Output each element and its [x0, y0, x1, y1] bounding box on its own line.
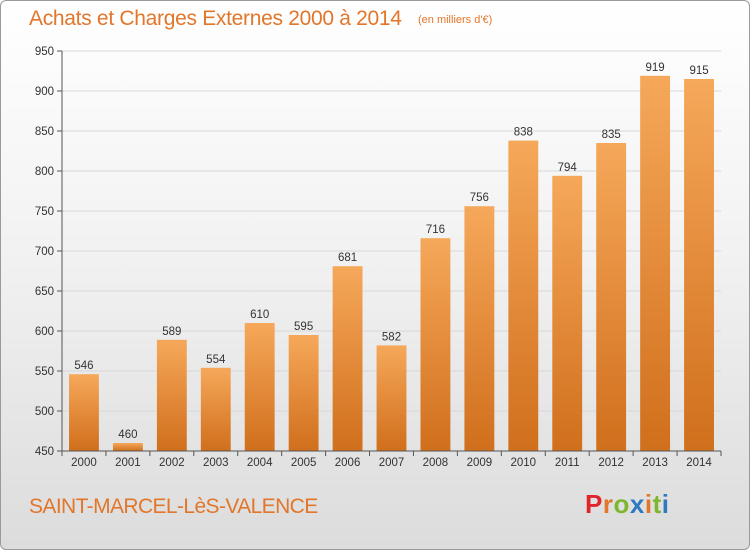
x-tick-label-2003: 2003 [203, 457, 229, 469]
bar-2006 [332, 266, 363, 451]
data-label-2012: 835 [602, 129, 621, 141]
x-tick-label-2013: 2013 [642, 457, 668, 469]
data-label-2011: 794 [558, 162, 578, 174]
data-label-2007: 582 [382, 331, 401, 343]
bar-2011 [552, 175, 583, 452]
x-tick-label-2000: 2000 [71, 457, 97, 469]
logo-letter: i [644, 489, 653, 519]
x-tick-label-2010: 2010 [511, 457, 537, 469]
logo-letter: o [613, 489, 630, 519]
chart-unit-label: (en milliers d'€) [418, 14, 493, 26]
bar-2002 [156, 339, 187, 451]
data-label-2013: 919 [646, 62, 665, 74]
data-label-2002: 589 [162, 326, 181, 338]
data-label-2008: 716 [426, 224, 445, 236]
bar-2009 [464, 206, 495, 451]
y-tick-label: 950 [35, 46, 54, 58]
bar-2000 [69, 374, 99, 451]
y-tick-label: 700 [35, 246, 54, 258]
x-tick-label-2011: 2011 [555, 457, 580, 469]
bar-2014 [684, 79, 714, 451]
bar-2001 [112, 443, 143, 451]
x-tick-label-2002: 2002 [159, 457, 185, 469]
x-tick-label-2008: 2008 [423, 457, 449, 469]
x-tick-label-2009: 2009 [467, 457, 493, 469]
data-label-2014: 915 [689, 65, 708, 77]
logo-letter: i [661, 489, 670, 519]
data-label-2000: 546 [74, 360, 93, 372]
labels: 450 500 550 600 650 700 750 800 850 900 950 546 2000… [35, 46, 713, 469]
y-tick-label: 450 [35, 446, 54, 458]
x-tick-label-2006: 2006 [335, 457, 361, 469]
y-tick-label: 800 [35, 166, 54, 178]
logo-letter: P [585, 489, 603, 519]
bar-2012 [596, 143, 627, 451]
x-tick-label-2012: 2012 [598, 457, 624, 469]
y-tick-label: 650 [35, 286, 54, 298]
y-tick-label: 850 [35, 126, 54, 138]
bar-2008 [420, 238, 451, 451]
y-tick-label: 500 [35, 406, 54, 418]
bar-2005 [288, 335, 319, 451]
logo-letter: r [602, 489, 614, 519]
y-tick-label: 550 [35, 366, 54, 378]
bar-2013 [640, 75, 671, 452]
bar-2004 [244, 323, 275, 451]
bars [69, 75, 714, 452]
data-label-2004: 610 [250, 309, 269, 321]
x-tick-label-2004: 2004 [247, 457, 273, 469]
proxiti-logo: Proxiti [585, 489, 669, 520]
y-tick-label: 900 [35, 86, 54, 98]
data-label-2006: 681 [338, 252, 357, 264]
bar-2003 [200, 367, 231, 451]
data-label-2010: 838 [514, 127, 533, 139]
y-tick-label: 600 [35, 326, 54, 338]
x-tick-label-2007: 2007 [379, 457, 405, 469]
data-label-2005: 595 [294, 321, 313, 333]
place-name: SAINT-MARCEL-LèS-VALENCE [29, 495, 318, 518]
bar-2010 [508, 140, 539, 451]
logo-letter: t [652, 489, 662, 519]
axes [57, 50, 722, 456]
y-tick-label: 750 [35, 206, 54, 218]
logo-letter: x [629, 489, 645, 519]
x-tick-label-2001: 2001 [115, 457, 141, 469]
data-label-2001: 460 [118, 429, 137, 441]
data-label-2003: 554 [206, 354, 226, 366]
chart-title: Achats et Charges Externes 2000 à 2014 [29, 7, 402, 30]
x-tick-label-2005: 2005 [291, 457, 317, 469]
x-tick-label-2014: 2014 [686, 457, 712, 469]
data-label-2009: 756 [470, 192, 489, 204]
bar-2007 [376, 345, 407, 451]
